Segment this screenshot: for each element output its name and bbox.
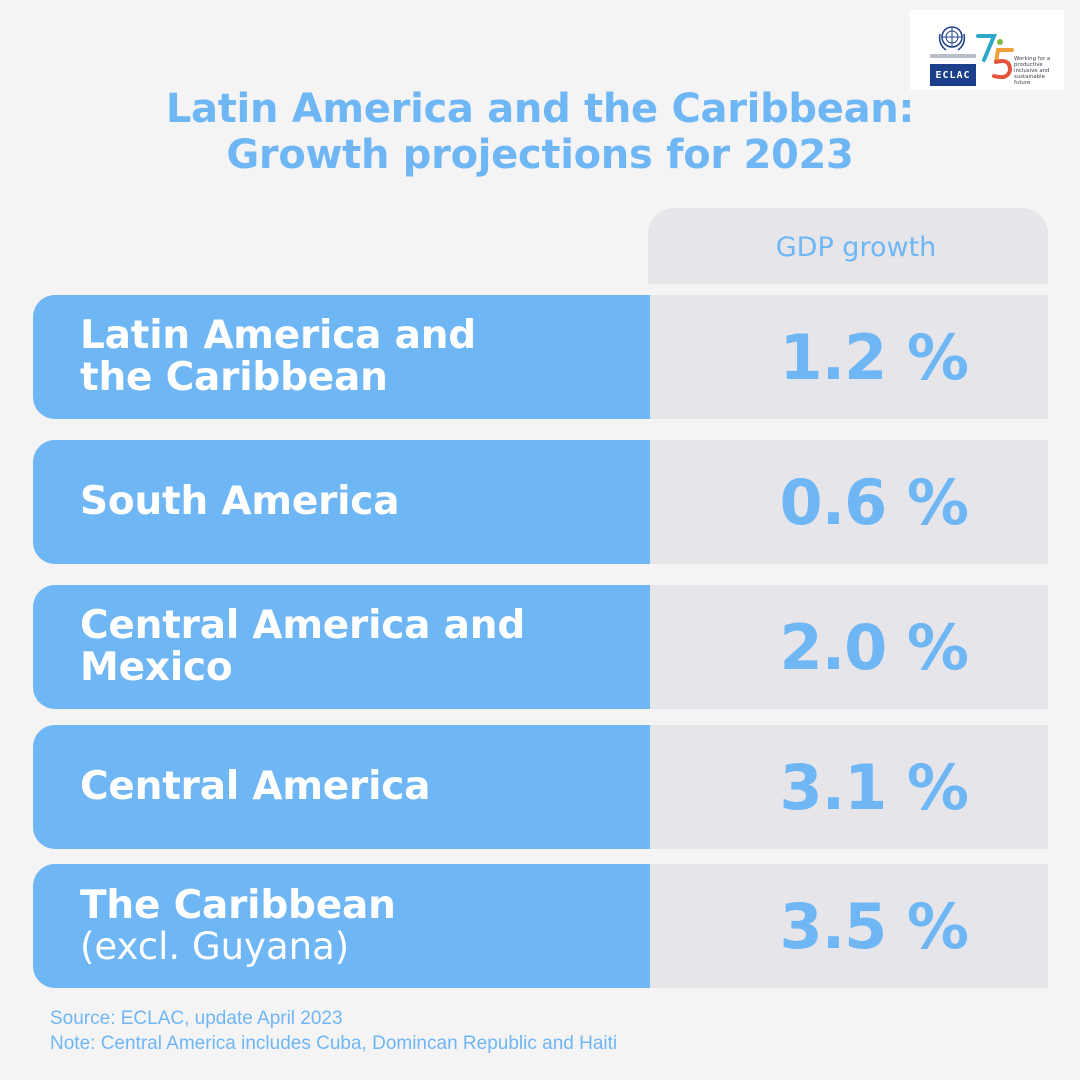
eclac-75-logo: ECLAC Working for a productive inclusive… [910,10,1064,90]
gdp-value-cell: 3.5 % [650,864,1048,988]
region-label: Central America and Mexico [33,585,650,709]
gdp-value: 0.6 % [779,465,969,539]
anniversary-75-icon [976,34,1014,80]
title-line-1: Latin America and the Caribbean: [165,86,915,132]
logo-tagline: Working for a productive inclusive and s… [1014,56,1051,86]
column-header: GDP growth [648,208,1048,284]
gdp-value-cell: 2.0 % [650,585,1048,709]
gdp-value: 1.2 % [779,320,969,394]
region-name-line-2: Mexico [80,645,233,690]
gdp-value: 3.5 % [779,889,969,963]
region-name-line-1: South America [80,479,400,524]
region-qualifier: (excl. Guyana) [80,925,350,968]
gdp-value: 2.0 % [779,610,969,684]
gdp-value-cell: 3.1 % [650,725,1048,849]
eclac-brand: ECLAC [930,64,976,86]
region-name-line-2: the Caribbean [80,355,388,400]
region-name-line-1: Latin America and [80,313,477,358]
region-label: Central America [33,725,650,849]
gdp-value-cell: 0.6 % [650,440,1048,564]
region-name-line-1: Central America and [80,603,526,648]
gdp-value: 3.1 % [779,750,969,824]
region-label: Latin America and the Caribbean [33,295,650,419]
table-row: Latin America and the Caribbean 1.2 % [0,295,1080,419]
region-label: The Caribbean (excl. Guyana) [33,864,650,988]
region-name-line-1: Central America [80,764,431,809]
title-line-2: Growth projections for 2023 [226,132,854,178]
table-row: Central America 3.1 % [0,725,1080,849]
coverage-note: Note: Central America includes Cuba, Dom… [50,1033,618,1054]
table-row: South America 0.6 % [0,440,1080,564]
gdp-value-cell: 1.2 % [650,295,1048,419]
column-header-label: GDP growth [775,232,937,263]
region-name-line-1: The Caribbean [80,883,396,928]
table-row: The Caribbean (excl. Guyana) 3.5 % [0,864,1080,988]
page-title: Latin America and the Caribbean: Growth … [0,86,1080,178]
un-emblem-icon [938,26,966,51]
source-note: Source: ECLAC, update April 2023 [50,1008,343,1029]
table-row: Central America and Mexico 2.0 % [0,585,1080,709]
region-label: South America [33,440,650,564]
un-caption-mark [930,54,976,58]
